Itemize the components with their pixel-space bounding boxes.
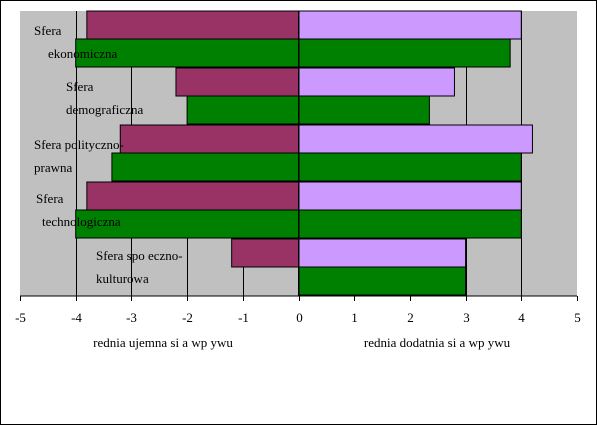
bar: [298, 124, 533, 154]
category-label: Sfera: [66, 79, 94, 94]
x-tick-label: -4: [71, 310, 82, 325]
category-label: Sfera: [36, 191, 64, 206]
x-tick-label: 2: [407, 310, 414, 325]
x-tick-label: 4: [518, 310, 525, 325]
bar: [175, 67, 300, 97]
category-label: ekonomiczna: [48, 46, 118, 61]
bar: [86, 181, 299, 211]
x-tick-label: -1: [238, 310, 249, 325]
bar: [111, 152, 299, 182]
bar: [186, 95, 300, 125]
x-tick-label: 3: [463, 310, 470, 325]
category-label: technologiczna: [42, 214, 121, 229]
bar: [298, 181, 522, 211]
category-label: prawna: [34, 160, 72, 175]
bars: [75, 10, 533, 296]
x-tick-label: 5: [574, 310, 581, 325]
bar: [298, 10, 522, 40]
category-labels: Sfera ekonomiczna Sfera demograficzna Sfera …: [34, 23, 183, 286]
x-axis-ticks: -5 -4 -3 -2 -1 0 1 2 3 4 5: [15, 296, 581, 325]
bar: [298, 95, 430, 125]
x-tick-label: -2: [182, 310, 193, 325]
bar: [298, 209, 522, 239]
x-axis-title-right: rednia dodatnia si a wp ywu: [364, 335, 511, 350]
x-tick-label: -5: [15, 310, 26, 325]
x-tick-label: 0: [296, 310, 303, 325]
category-label: Sfera polityczno-: [34, 137, 124, 152]
x-axis-title-left: rednia ujemna si a wp ywu: [93, 335, 233, 350]
category-label: kulturowa: [96, 271, 149, 286]
bar: [298, 266, 467, 296]
bar: [75, 209, 299, 239]
x-tick-label: 1: [351, 310, 358, 325]
bar: [86, 10, 299, 40]
category-label: Sfera: [34, 23, 62, 38]
bar: [298, 238, 467, 268]
bar: [298, 67, 455, 97]
bar: [298, 38, 511, 68]
bar: [119, 124, 300, 154]
category-label: demograficzna: [66, 102, 143, 117]
category-label: Sfera spo eczno-: [96, 248, 183, 263]
x-tick-label: -3: [126, 310, 137, 325]
bar: [298, 152, 522, 182]
bar: [231, 238, 299, 268]
